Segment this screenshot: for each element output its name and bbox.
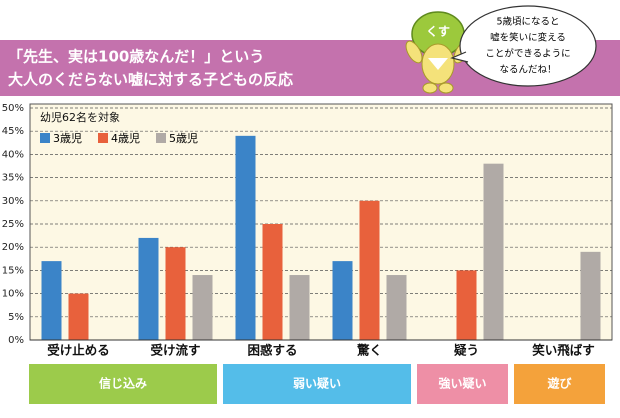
y-tick-label: 15% xyxy=(2,265,24,276)
group-box xyxy=(223,364,411,404)
bar xyxy=(192,275,213,340)
y-tick-label: 30% xyxy=(2,196,24,207)
bar xyxy=(289,275,310,340)
group-box xyxy=(417,364,508,404)
x-tick-label: 受け流す xyxy=(150,343,200,358)
bar xyxy=(580,251,601,340)
chart-title: 「先生、実は100歳なんだ！」という xyxy=(8,48,264,66)
y-tick-label: 0% xyxy=(8,335,24,346)
x-tick-label: 驚く xyxy=(356,343,382,358)
y-tick-label: 45% xyxy=(2,126,24,137)
legend-swatch xyxy=(40,133,50,143)
group-label: 遊び xyxy=(547,376,572,391)
plot-area xyxy=(29,103,613,341)
x-tick-label: 疑う xyxy=(454,343,479,358)
y-tick-label: 10% xyxy=(2,289,24,300)
bar xyxy=(165,247,186,340)
chart-title: 大人のくだらない嘘に対する子どもの反応 xyxy=(8,71,293,89)
group-label: 強い疑い xyxy=(438,376,486,391)
bubble-text: 嘘を笑いに変える xyxy=(490,32,566,44)
x-tick-label: 受け止める xyxy=(47,343,110,358)
y-tick-label: 20% xyxy=(2,242,24,253)
bar xyxy=(332,261,353,340)
x-tick-label: 笑い飛ばす xyxy=(532,343,595,358)
bar xyxy=(456,270,477,340)
bubble-text: なるんだね！ xyxy=(499,65,556,76)
bar xyxy=(483,163,504,340)
bubble-text: 5歳頃になると xyxy=(496,16,559,28)
legend-label: 4歳児 xyxy=(111,132,140,145)
speech-bubble: 5歳頃になると 嘘を笑いに変える ことができるように なるんだね！ xyxy=(450,5,597,87)
bar xyxy=(68,293,89,340)
y-tick-label: 40% xyxy=(2,149,24,160)
group-label: 信じ込み xyxy=(99,376,147,391)
bar xyxy=(41,261,62,340)
mascot-label: くす xyxy=(426,25,450,39)
bubble-text: ことができるように xyxy=(485,48,570,60)
legend-label: 5歳児 xyxy=(169,132,198,145)
bar xyxy=(359,200,380,340)
y-tick-label: 5% xyxy=(8,312,24,323)
legend-swatch xyxy=(98,133,108,143)
chart-subtitle: 幼児62名を対象 xyxy=(40,110,120,124)
group-box xyxy=(29,364,217,404)
legend-label: 3歳児 xyxy=(53,132,82,145)
legend-swatch xyxy=(156,133,166,143)
y-tick-label: 25% xyxy=(2,219,24,230)
y-tick-label: 35% xyxy=(2,173,24,184)
x-tick-label: 困惑する xyxy=(247,343,297,358)
y-tick-label: 50% xyxy=(2,103,24,114)
group-label: 弱い疑い xyxy=(293,376,341,391)
bar xyxy=(138,237,159,340)
group-box xyxy=(514,364,605,404)
bar xyxy=(235,135,256,340)
bar xyxy=(386,275,407,340)
bar xyxy=(262,224,283,340)
